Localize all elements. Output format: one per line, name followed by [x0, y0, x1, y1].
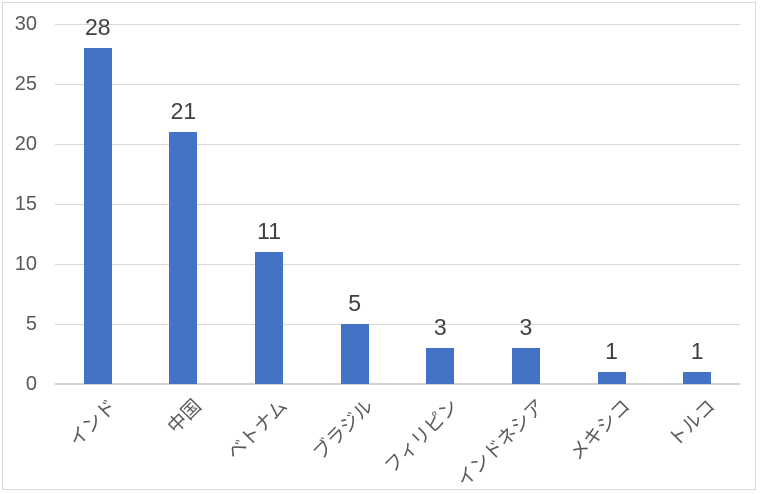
gridline: [55, 204, 740, 205]
bar: [683, 372, 712, 384]
gridline: [55, 24, 740, 25]
bar-data-label: 3: [433, 314, 447, 340]
y-axis-tick-label: 15: [14, 193, 37, 215]
y-axis-tick-label: 30: [14, 13, 37, 35]
y-axis-tick-label: 0: [25, 373, 37, 395]
y-axis-tick-label: 25: [14, 73, 37, 95]
y-axis-tick-label: 5: [25, 313, 37, 335]
bar-data-label: 1: [690, 338, 704, 364]
bar: [426, 348, 455, 384]
bar: [597, 372, 626, 384]
gridline: [55, 264, 740, 265]
bar: [255, 252, 284, 384]
bar-data-label: 1: [605, 338, 618, 364]
y-axis-tick-label: 20: [14, 133, 37, 155]
bar: [169, 132, 198, 384]
bar-data-label: 11: [257, 218, 281, 244]
gridline: [55, 324, 740, 325]
x-axis-category-label-text: トルコ: [665, 396, 721, 451]
x-axis-category-label-text: ブラジル: [309, 396, 378, 465]
bar-data-label: 21: [170, 98, 197, 124]
bar: [83, 48, 112, 384]
x-axis-category-label-text: ベトナム: [223, 396, 292, 465]
gridline: [55, 144, 740, 145]
bar: [511, 348, 540, 384]
y-axis-tick-label: 10: [14, 253, 37, 275]
plot-area: 0 5 10 15 20 25 30 28 インド 21 中国 11 ベトナム 5 ブラジル 3 フィリピン 3 イ…: [3, 3, 755, 492]
x-axis-category-label-text: フィリピン: [381, 396, 464, 478]
bar-data-label: 5: [348, 290, 362, 316]
x-axis-category-label-text: 中国: [164, 396, 207, 438]
bar: [340, 324, 369, 384]
x-axis-category-label-text: インド: [65, 396, 121, 452]
x-axis-category-label-text: メキシコ: [565, 396, 635, 465]
gridline: [55, 84, 740, 85]
x-axis-line: [55, 383, 740, 385]
bar-data-label: 3: [519, 314, 533, 340]
bar-data-label: 28: [85, 14, 111, 40]
x-axis-category-label-text: インドネシア: [453, 396, 549, 492]
